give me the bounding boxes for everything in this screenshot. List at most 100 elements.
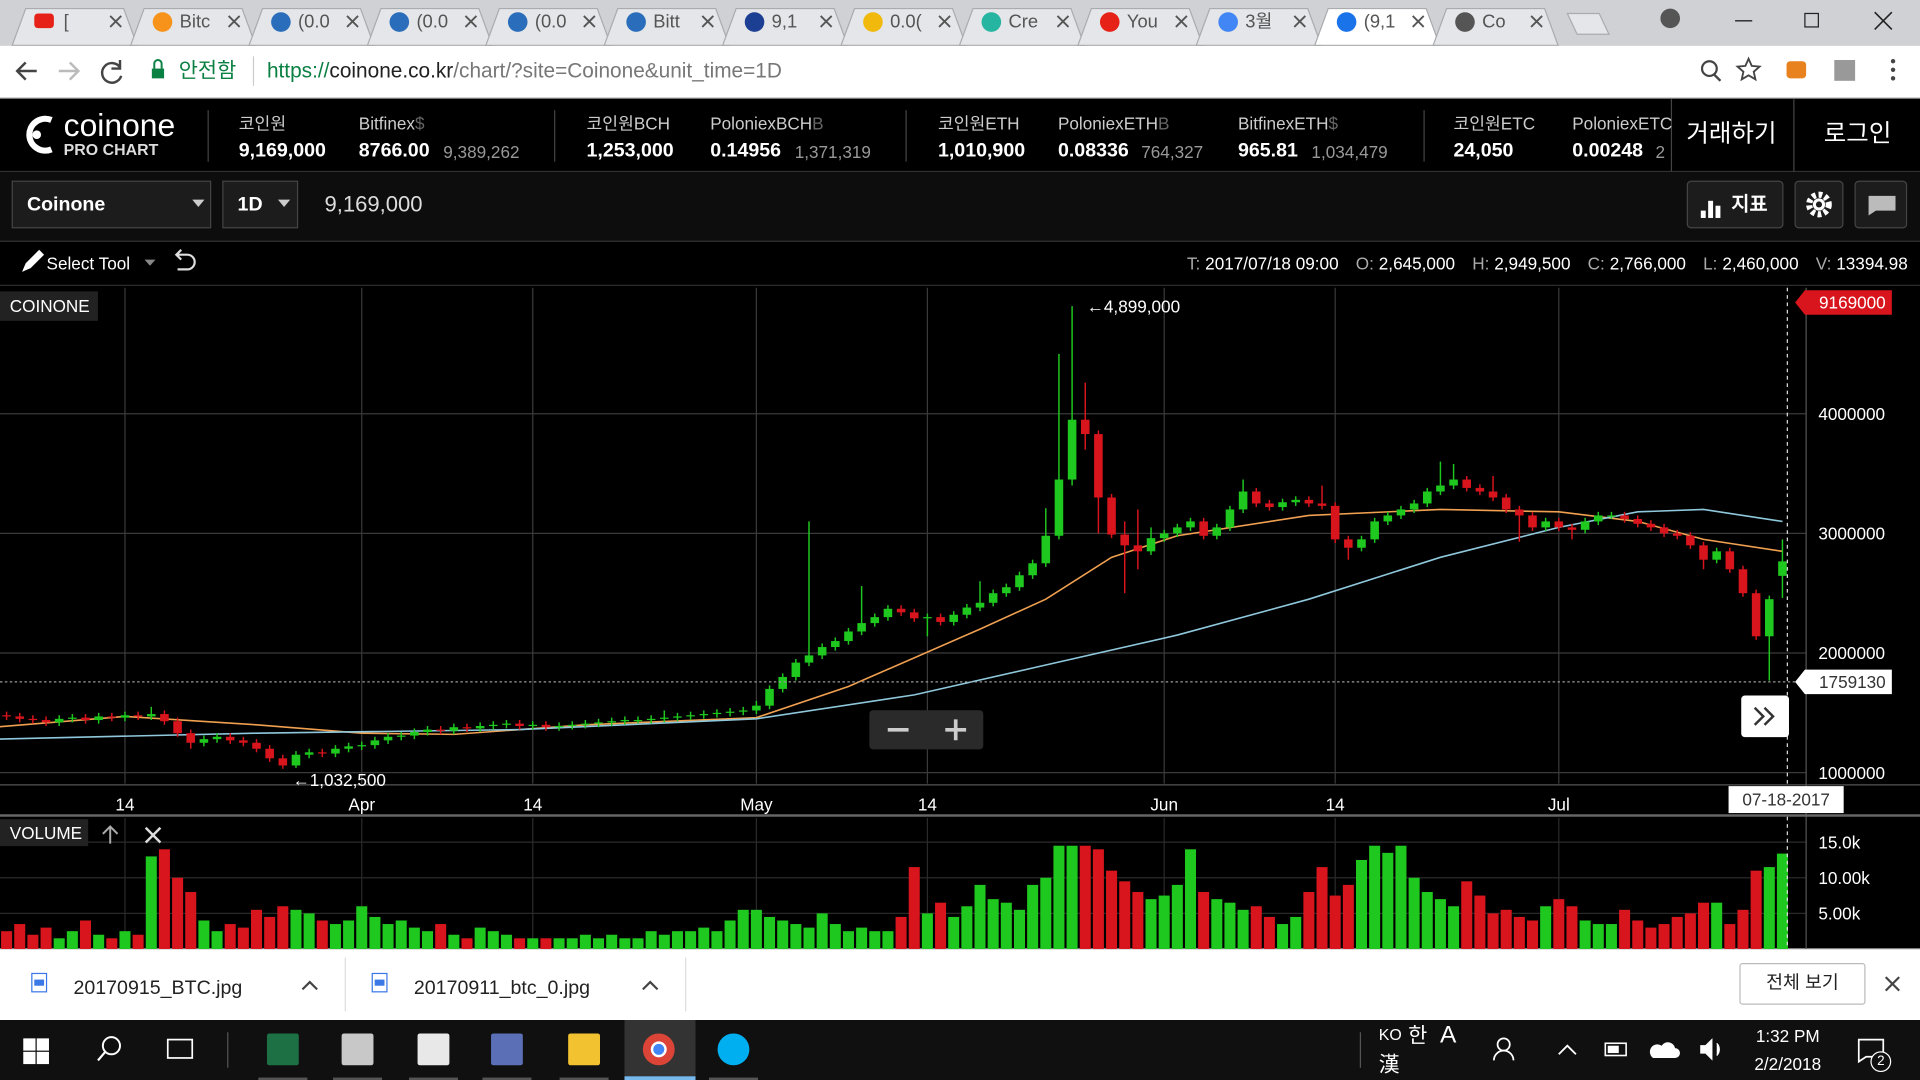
- ticker-name-text: PoloniexETH: [1057, 113, 1159, 134]
- volume-bar: [1355, 859, 1368, 949]
- bookmark-star[interactable]: [1735, 56, 1762, 82]
- menu-dot[interactable]: [1890, 67, 1896, 72]
- login-button[interactable]: 로그인: [1823, 120, 1892, 148]
- download-menu[interactable]: [301, 980, 318, 991]
- exchange-label[interactable]: Coinone: [26, 194, 106, 216]
- ime-mode[interactable]: 한: [1408, 1023, 1428, 1048]
- download-file[interactable]: 20170911_btc_0.jpg: [413, 978, 591, 999]
- tool-caret: [144, 259, 156, 266]
- tab-close[interactable]: [227, 15, 241, 28]
- tab-title[interactable]: 9,1: [771, 11, 798, 33]
- y-tick-label: 4000000: [1818, 404, 1885, 424]
- windows-logo[interactable]: [23, 1038, 36, 1051]
- taskbar-app[interactable]: [341, 1033, 374, 1066]
- show-all-button[interactable]: [1739, 963, 1866, 1005]
- x-tick-label: 14: [918, 795, 938, 815]
- tab-title[interactable]: (0.0: [416, 11, 449, 33]
- url[interactable]: https://coinone.co.kr/chart/?site=Coinon…: [267, 59, 782, 83]
- menu-dot[interactable]: [1890, 76, 1896, 81]
- undo-icon[interactable]: [174, 249, 196, 271]
- tab-close[interactable]: [1530, 15, 1543, 28]
- pane-up[interactable]: [102, 825, 119, 844]
- zoom-in[interactable]: [945, 719, 967, 741]
- tab-close[interactable]: [820, 15, 833, 28]
- taskbar-app[interactable]: [417, 1033, 450, 1066]
- download-file[interactable]: 20170915_BTC.jpg: [73, 978, 243, 999]
- input-lang[interactable]: KO: [1378, 1025, 1402, 1044]
- tab-close[interactable]: [701, 15, 714, 28]
- annotation: ←4,899,000: [1087, 296, 1180, 316]
- tab-close[interactable]: [1056, 15, 1070, 28]
- clock-date[interactable]: 2/2/2018: [1754, 1054, 1822, 1074]
- candle-body: [1107, 497, 1116, 535]
- volume-bar: [1027, 884, 1039, 949]
- exchange-select[interactable]: [11, 180, 212, 229]
- tab-title[interactable]: 3월: [1245, 11, 1273, 33]
- windows-logo[interactable]: [36, 1038, 49, 1051]
- battery-icon[interactable]: [1604, 1042, 1627, 1057]
- volume-bar: [1132, 892, 1144, 949]
- taskbar-app[interactable]: [568, 1033, 600, 1066]
- clock-time[interactable]: 1:32 PM: [1755, 1026, 1820, 1046]
- candle-body: [1212, 527, 1222, 536]
- onedrive-icon[interactable]: [1649, 1042, 1680, 1058]
- tab-title[interactable]: (0.0: [298, 11, 330, 33]
- tab-close[interactable]: [1412, 15, 1425, 28]
- volume-bar: [619, 938, 631, 949]
- volume-bar: [764, 916, 776, 949]
- tab-close[interactable]: [1293, 15, 1306, 28]
- profile-icon[interactable]: [1660, 8, 1680, 29]
- tab-title[interactable]: [: [63, 11, 69, 33]
- ticker-name-text: 코인원: [238, 113, 287, 134]
- tab-title[interactable]: (0.0: [534, 11, 567, 33]
- download-menu[interactable]: [642, 980, 659, 991]
- tab-close[interactable]: [346, 15, 359, 28]
- windows-logo[interactable]: [23, 1051, 36, 1065]
- ime-width[interactable]: A: [1440, 1021, 1457, 1049]
- volume-icon[interactable]: [1700, 1038, 1720, 1061]
- select-tool[interactable]: Select Tool: [46, 253, 131, 274]
- forward[interactable]: [58, 61, 81, 81]
- tray-expand[interactable]: [1558, 1044, 1577, 1055]
- taskbar-app[interactable]: [717, 1033, 750, 1066]
- tab-close[interactable]: [464, 15, 478, 28]
- new-tab[interactable]: [1566, 12, 1610, 35]
- tab-close[interactable]: [1175, 15, 1188, 28]
- back[interactable]: [15, 61, 37, 81]
- extension[interactable]: [1834, 60, 1856, 81]
- tab-close[interactable]: [583, 15, 596, 28]
- taskbar-app[interactable]: [491, 1033, 523, 1066]
- show-all[interactable]: 전체 보기: [1766, 972, 1839, 994]
- tab-title[interactable]: 0.0(: [890, 11, 922, 33]
- tab-title[interactable]: Co: [1482, 11, 1506, 33]
- restore[interactable]: [1804, 12, 1819, 28]
- download-close[interactable]: [1884, 976, 1900, 992]
- trade-button[interactable]: 거래하기: [1686, 120, 1777, 148]
- reload[interactable]: [100, 60, 123, 84]
- window-close[interactable]: [1874, 11, 1893, 30]
- tab-title[interactable]: Bitc: [179, 11, 211, 33]
- candle-body: [1475, 487, 1485, 492]
- ime-hanja[interactable]: 漢: [1378, 1053, 1400, 1077]
- indicator-label[interactable]: 지표: [1731, 194, 1768, 216]
- interval-label[interactable]: 1D: [237, 194, 263, 216]
- candle-body: [15, 716, 25, 719]
- pane-close[interactable]: [144, 826, 162, 844]
- taskbar-app[interactable]: [266, 1033, 299, 1066]
- windows-logo[interactable]: [36, 1051, 49, 1065]
- scroll-latest[interactable]: [1741, 695, 1789, 738]
- extension[interactable]: [1786, 61, 1807, 79]
- tab-close[interactable]: [938, 15, 951, 28]
- zoom-icon[interactable]: [1700, 60, 1718, 78]
- task-view[interactable]: [166, 1038, 194, 1059]
- tab-title[interactable]: (9,1: [1363, 11, 1396, 33]
- volume-bar: [908, 867, 920, 949]
- menu-dot[interactable]: [1890, 59, 1896, 64]
- search-icon[interactable]: [101, 1036, 121, 1056]
- tab-title[interactable]: Cre: [1008, 11, 1039, 33]
- tab-title[interactable]: You: [1126, 11, 1158, 33]
- tab-close[interactable]: [109, 15, 122, 28]
- volume-bar: [1198, 892, 1210, 949]
- tab-title[interactable]: Bitt: [653, 11, 680, 33]
